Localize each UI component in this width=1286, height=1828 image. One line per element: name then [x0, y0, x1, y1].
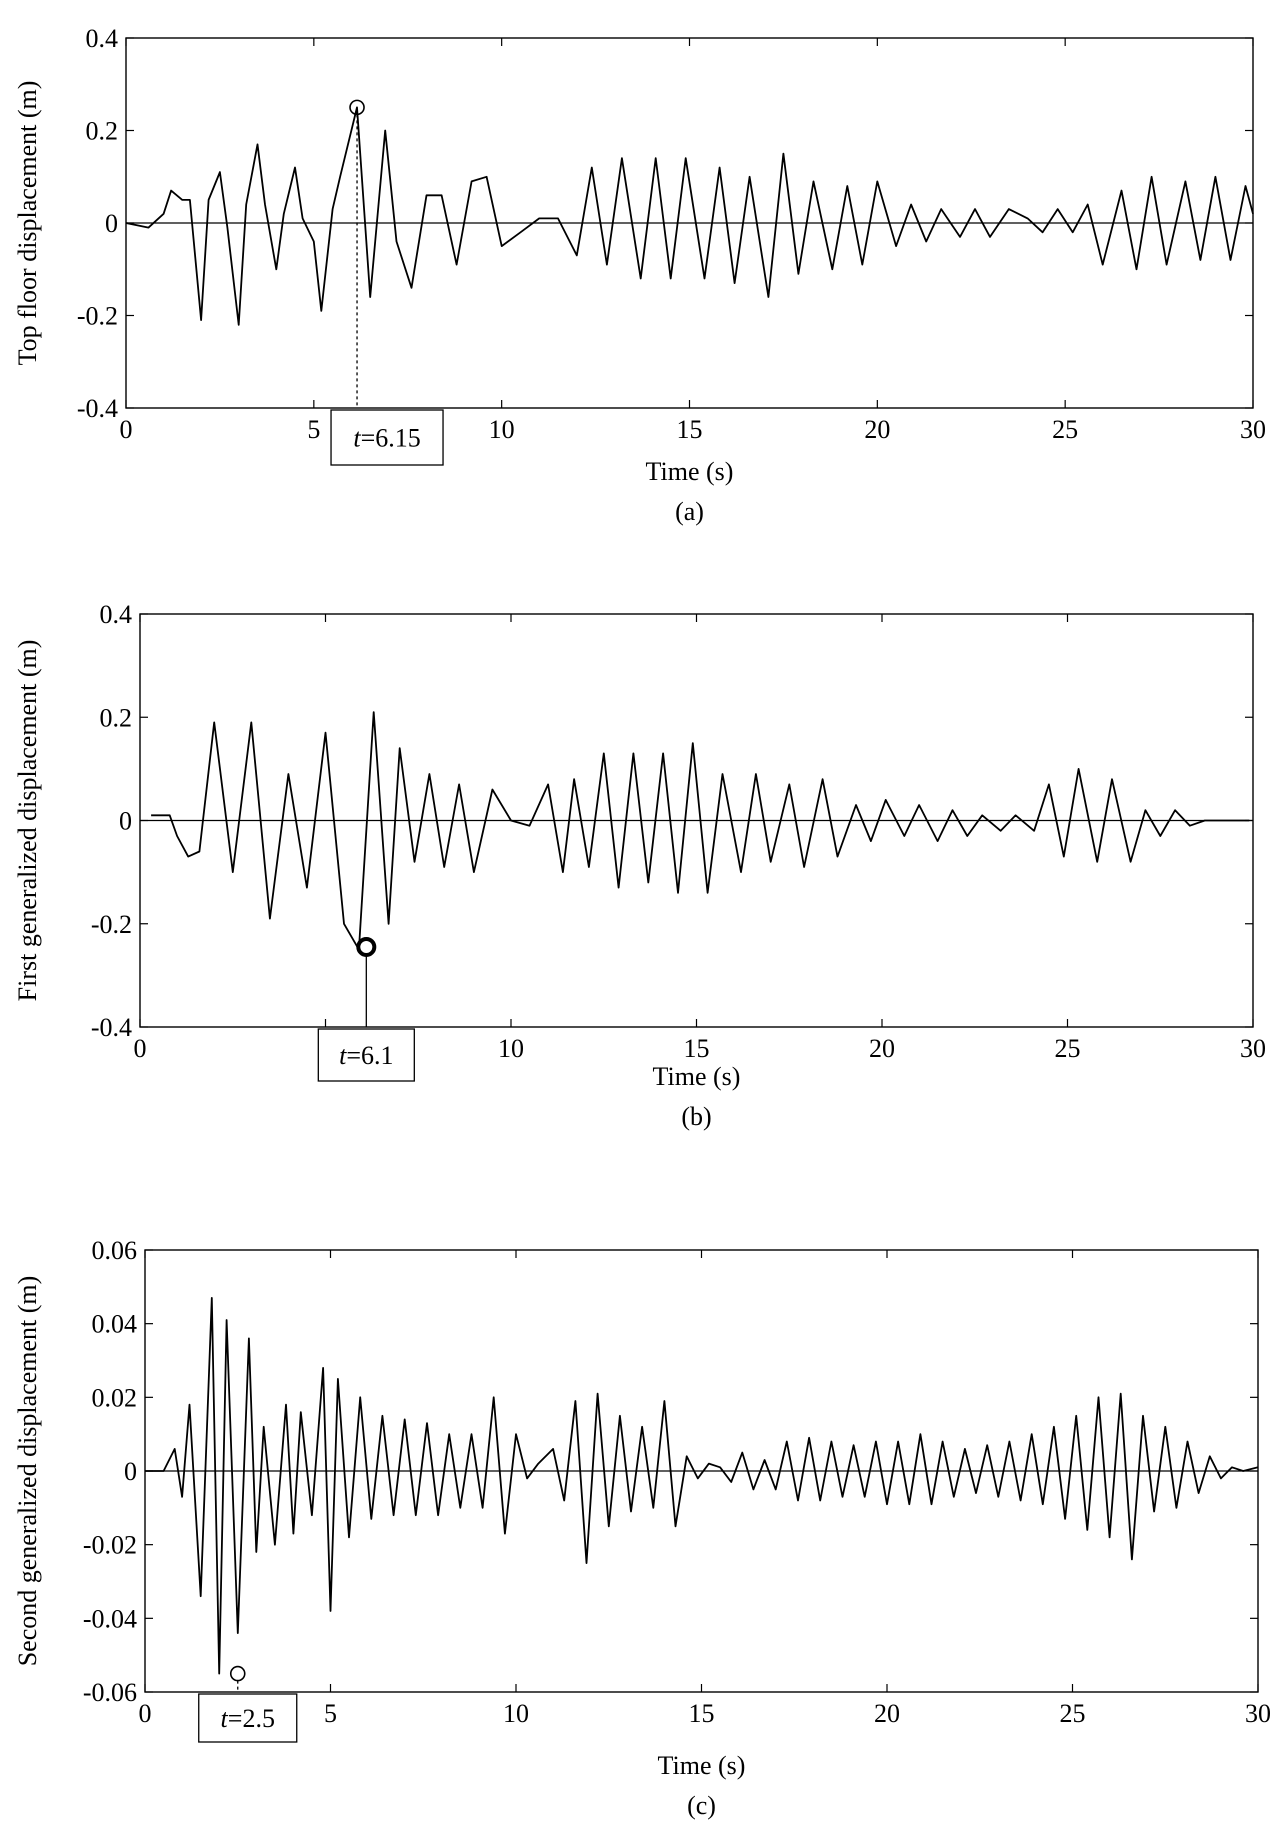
x-tick-label: 15 [677, 415, 703, 444]
chart-panel-c: -0.06 -0.04 -0.02 0 0.02 0.04 0.06 0 5 10 15 20 25 30… [13, 1236, 1271, 1820]
x-tick-label: 15 [689, 1699, 715, 1728]
x-tick-label: 30 [1240, 415, 1266, 444]
panel-caption: (a) [675, 497, 704, 526]
y-axis-label: Second generalized displacement (m) [13, 1276, 42, 1667]
annotation-variable: t [339, 1041, 347, 1070]
annotation-value: =6.15 [361, 424, 421, 453]
x-tick-label: 20 [864, 415, 890, 444]
series-line [125, 106, 1254, 326]
y-tick-label: 0 [105, 209, 118, 238]
y-tick-label: -0.2 [91, 910, 132, 939]
x-tick-label: 25 [1055, 1034, 1081, 1063]
annotation-box [330, 409, 444, 466]
x-axis-label: Time (s) [653, 1062, 741, 1091]
x-tick-label: 10 [503, 1699, 529, 1728]
y-tick-label: -0.4 [77, 394, 118, 423]
x-tick-label: 20 [869, 1034, 895, 1063]
annotation-label: t=6.15 [353, 424, 420, 453]
x-tick-label: 10 [489, 415, 515, 444]
annotation-marker [356, 936, 377, 957]
x-tick-label: 15 [684, 1034, 710, 1063]
annotation-label: t=2.5 [221, 1704, 275, 1733]
y-tick-label: -0.06 [83, 1678, 137, 1707]
annotation-variable: t [221, 1704, 229, 1733]
y-tick-label: 0.06 [92, 1236, 138, 1265]
y-tick-label: -0.4 [91, 1013, 132, 1042]
y-tick-label: 0.2 [86, 117, 119, 146]
x-tick-label: 5 [307, 415, 320, 444]
y-tick-label: 0.04 [92, 1310, 138, 1339]
annotation-label: t=6.1 [339, 1041, 393, 1070]
y-tick-label: 0.2 [100, 703, 133, 732]
y-tick-label: -0.02 [83, 1531, 137, 1560]
x-tick-label: 5 [324, 1699, 337, 1728]
annotation-value: =6.1 [346, 1041, 393, 1070]
y-tick-label: 0.02 [92, 1383, 138, 1412]
annotation-box [198, 1693, 298, 1743]
annotation-marker [229, 1665, 246, 1682]
annotation-variable: t [353, 424, 361, 453]
series-line [145, 1297, 1259, 1675]
x-tick-label: 25 [1060, 1699, 1086, 1728]
x-tick-label: 0 [120, 415, 133, 444]
x-tick-label: 0 [139, 1699, 152, 1728]
x-tick-label: 0 [134, 1034, 147, 1063]
y-tick-label: 0 [119, 807, 132, 836]
series-line [151, 711, 1250, 951]
x-tick-label: 30 [1240, 1034, 1266, 1063]
y-tick-label: 0 [124, 1457, 137, 1486]
x-tick-label: 30 [1245, 1699, 1271, 1728]
annotation-box [317, 1028, 415, 1082]
x-axis-label: Time (s) [658, 1751, 746, 1780]
x-tick-label: 10 [498, 1034, 524, 1063]
x-tick-label: 20 [874, 1699, 900, 1728]
panel-caption: (b) [681, 1102, 711, 1131]
x-tick-label: 25 [1052, 415, 1078, 444]
y-tick-label: 0.4 [86, 24, 119, 53]
x-axis-label: Time (s) [646, 457, 734, 486]
annotation-value: =2.5 [228, 1704, 275, 1733]
y-tick-label: -0.04 [83, 1604, 137, 1633]
y-tick-label: -0.2 [77, 302, 118, 331]
y-axis-label: Top floor displacement (m) [13, 81, 42, 366]
y-axis-label: First generalized displacement (m) [13, 640, 42, 1002]
annotation-marker [349, 99, 365, 116]
panel-caption: (c) [687, 1791, 716, 1820]
y-tick-label: 0.4 [100, 600, 133, 629]
chart-panel-a: -0.4 -0.2 0 0.2 0.4 0 5 10 15 20 25 30 t=6.15 Time (s… [13, 24, 1266, 526]
